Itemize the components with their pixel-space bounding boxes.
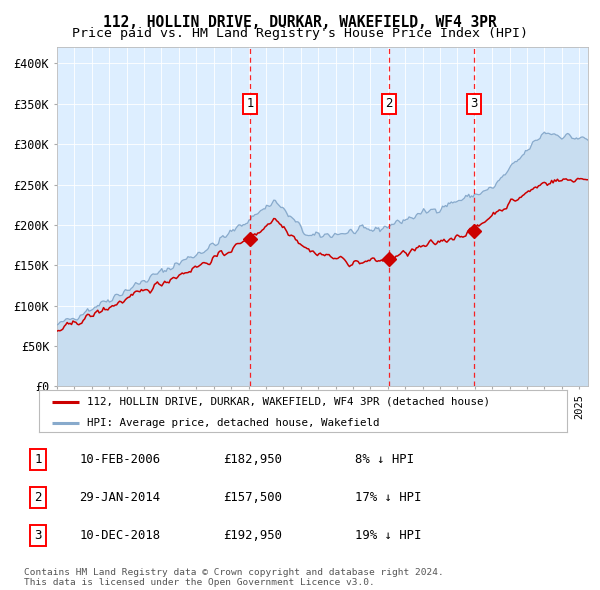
Text: 19% ↓ HPI: 19% ↓ HPI [355, 529, 422, 542]
Text: 1: 1 [247, 97, 254, 110]
Text: 29-JAN-2014: 29-JAN-2014 [79, 491, 160, 504]
Text: 1: 1 [34, 453, 41, 466]
Text: 8% ↓ HPI: 8% ↓ HPI [355, 453, 414, 466]
Text: £182,950: £182,950 [223, 453, 282, 466]
Text: 3: 3 [34, 529, 41, 542]
Text: HPI: Average price, detached house, Wakefield: HPI: Average price, detached house, Wake… [86, 418, 379, 428]
Text: 112, HOLLIN DRIVE, DURKAR, WAKEFIELD, WF4 3PR (detached house): 112, HOLLIN DRIVE, DURKAR, WAKEFIELD, WF… [86, 397, 490, 407]
Text: 10-FEB-2006: 10-FEB-2006 [79, 453, 160, 466]
Text: 2: 2 [34, 491, 41, 504]
Text: 3: 3 [470, 97, 478, 110]
Text: Price paid vs. HM Land Registry's House Price Index (HPI): Price paid vs. HM Land Registry's House … [72, 27, 528, 40]
Text: 17% ↓ HPI: 17% ↓ HPI [355, 491, 422, 504]
Text: 10-DEC-2018: 10-DEC-2018 [79, 529, 160, 542]
Text: 2: 2 [385, 97, 393, 110]
Text: 112, HOLLIN DRIVE, DURKAR, WAKEFIELD, WF4 3PR: 112, HOLLIN DRIVE, DURKAR, WAKEFIELD, WF… [103, 15, 497, 30]
Text: £157,500: £157,500 [223, 491, 282, 504]
Text: This data is licensed under the Open Government Licence v3.0.: This data is licensed under the Open Gov… [24, 578, 375, 587]
Text: £192,950: £192,950 [223, 529, 282, 542]
Text: Contains HM Land Registry data © Crown copyright and database right 2024.: Contains HM Land Registry data © Crown c… [24, 568, 444, 576]
